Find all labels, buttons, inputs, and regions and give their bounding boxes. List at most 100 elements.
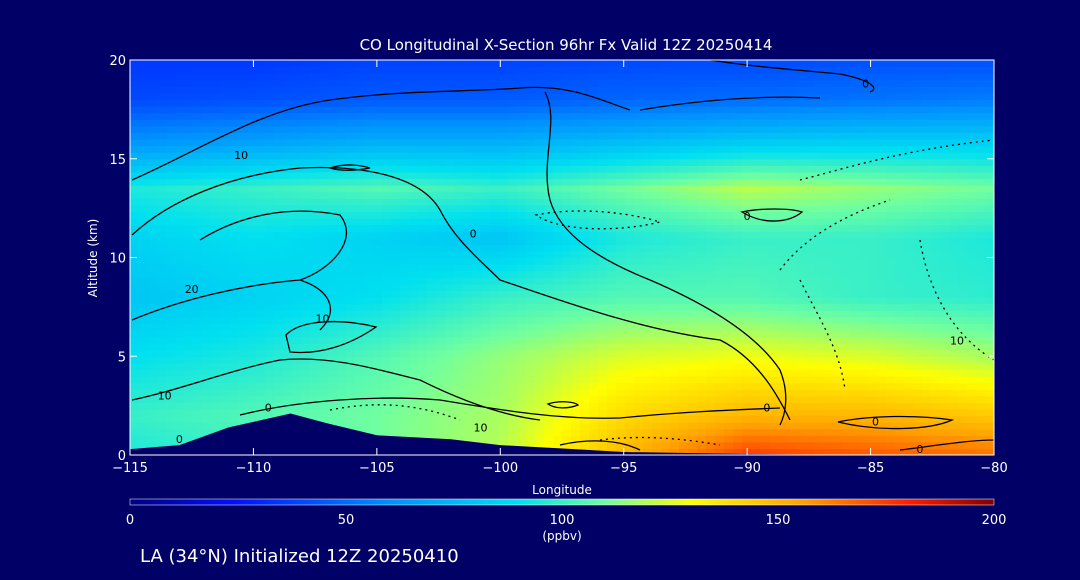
heatmap-cell [805,257,815,265]
heatmap-cell [877,448,887,455]
heatmap-cell [769,211,779,219]
heatmap-cell [508,224,518,232]
heatmap-cell [859,152,869,160]
heatmap-cell [544,264,554,272]
heatmap-cell [544,408,554,417]
heatmap-cell [760,316,770,324]
heatmap-cell [652,165,662,173]
heatmap-cell [931,395,941,403]
heatmap-cell [292,395,302,403]
heatmap-cell [868,264,878,272]
heatmap-cell [148,119,158,127]
heatmap-cell [580,395,590,403]
heatmap-cell [859,211,869,219]
heatmap-cell [382,382,392,390]
heatmap-cell [823,349,833,357]
heatmap-cell [832,198,842,206]
heatmap-cell [409,132,419,140]
heatmap-cell [139,224,149,232]
heatmap-cell [778,204,788,213]
heatmap-cell [535,428,545,436]
heatmap-cell [877,336,887,344]
heatmap-cell [742,237,752,245]
heatmap-cell [238,139,248,147]
heatmap-cell [823,408,833,417]
heatmap-cell [202,290,212,298]
heatmap-cell [715,422,725,430]
heatmap-cell [760,178,770,186]
heatmap-cell [625,343,635,351]
heatmap-cell [562,382,572,390]
heatmap-cell [211,389,221,397]
heatmap-cell [274,224,284,232]
heatmap-cell [292,376,302,384]
heatmap-cell [913,132,923,140]
heatmap-cell [292,191,302,199]
heatmap-cell [256,224,266,232]
heatmap-cell [967,435,977,443]
heatmap-cell [409,198,419,206]
heatmap-cell [139,185,149,193]
heatmap-cell [778,250,788,259]
heatmap-cell [823,376,833,384]
heatmap-cell [130,323,140,331]
heatmap-cell [607,224,617,232]
heatmap-cell [913,389,923,397]
heatmap-cell [742,408,752,417]
heatmap-cell [625,303,635,311]
heatmap-cell [976,408,986,417]
heatmap-cell [904,408,914,417]
heatmap-cell [643,185,653,193]
heatmap-cell [904,112,914,120]
heatmap-cell [517,395,527,403]
heatmap-cell [436,316,446,324]
heatmap-cell [310,145,320,153]
heatmap-cell [742,329,752,338]
heatmap-cell [139,415,149,423]
heatmap-cell [238,171,248,180]
heatmap-cell [310,316,320,324]
heatmap-cell [931,211,941,219]
heatmap-cell [382,178,392,186]
heatmap-cell [490,376,500,384]
heatmap-cell [427,323,437,331]
heatmap-cell [130,231,140,239]
heatmap-cell [616,250,626,259]
heatmap-cell [697,198,707,206]
heatmap-cell [850,428,860,436]
heatmap-cell [319,323,329,331]
heatmap-cell [751,165,761,173]
heatmap-cell [670,132,680,140]
heatmap-cell [454,191,464,199]
heatmap-cell [670,448,680,455]
heatmap-cell [904,158,914,166]
heatmap-cell [733,283,743,292]
heatmap-cell [418,310,428,318]
heatmap-cell [418,415,428,423]
heatmap-cell [661,204,671,213]
heatmap-cell [877,125,887,134]
heatmap-cell [508,283,518,292]
heatmap-cell [130,336,140,344]
heatmap-cell [400,178,410,186]
heatmap-cell [301,112,311,120]
heatmap-cell [535,349,545,357]
heatmap-cell [256,112,266,120]
heatmap-cell [733,185,743,193]
heatmap-cell [463,185,473,193]
heatmap-cell [796,343,806,351]
heatmap-cell [886,290,896,298]
heatmap-cell [697,389,707,397]
heatmap-cell [769,270,779,278]
heatmap-cell [922,132,932,140]
heatmap-cell [544,119,554,127]
heatmap-cell [580,336,590,344]
heatmap-cell [598,191,608,199]
heatmap-cell [571,336,581,344]
heatmap-cell [427,204,437,213]
heatmap-cell [859,316,869,324]
heatmap-cell [985,158,994,166]
heatmap-cell [814,448,824,455]
heatmap-cell [823,204,833,213]
heatmap-cell [805,244,815,252]
